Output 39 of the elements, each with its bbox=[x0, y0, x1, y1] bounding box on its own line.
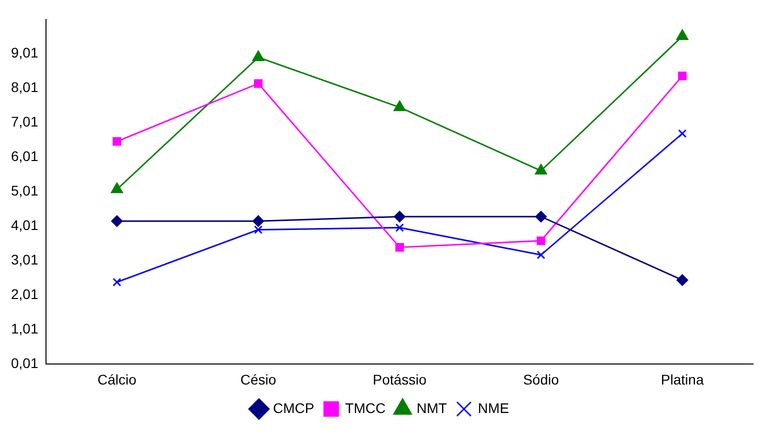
x-tick-label: Cálcio bbox=[97, 371, 137, 388]
y-tick-label: 9,01 bbox=[11, 44, 38, 61]
y-tick-label: 2,01 bbox=[11, 286, 38, 302]
y-tick-label: 0,01 bbox=[11, 355, 38, 372]
point bbox=[110, 182, 123, 194]
point bbox=[112, 278, 122, 286]
point bbox=[254, 225, 263, 234]
point bbox=[395, 243, 404, 252]
point bbox=[252, 215, 264, 227]
y-tick-label: 1,01 bbox=[11, 320, 38, 337]
point bbox=[678, 72, 687, 80]
y-tick-label: 5,01 bbox=[11, 182, 38, 199]
legend-label: NMT bbox=[416, 400, 448, 416]
y-tick-label: 3,01 bbox=[11, 252, 38, 268]
point bbox=[535, 210, 547, 222]
point bbox=[676, 30, 688, 40]
x-tick-label: Césio bbox=[240, 371, 276, 388]
point bbox=[395, 223, 404, 232]
x-tick-label: Platina bbox=[660, 371, 704, 388]
point bbox=[535, 164, 547, 175]
legend-label: TMCC bbox=[345, 400, 386, 416]
point bbox=[676, 274, 688, 286]
point bbox=[252, 50, 264, 62]
point bbox=[254, 79, 263, 88]
y-tick-label: 4,01 bbox=[11, 217, 38, 234]
point bbox=[394, 100, 406, 112]
x-tick-label: Sódio bbox=[523, 371, 560, 388]
point bbox=[678, 129, 687, 138]
legend-label: NME bbox=[478, 400, 510, 416]
legend-label: CMCP bbox=[272, 400, 314, 416]
y-tick-label: 6,01 bbox=[11, 148, 38, 164]
point bbox=[112, 137, 122, 146]
point bbox=[111, 215, 123, 227]
point bbox=[536, 250, 546, 260]
y-tick-label: 7,01 bbox=[11, 114, 38, 130]
point bbox=[536, 236, 546, 246]
point bbox=[394, 210, 406, 222]
y-tick-label: 8,01 bbox=[11, 79, 38, 96]
x-tick-label: Potássio bbox=[372, 371, 427, 388]
